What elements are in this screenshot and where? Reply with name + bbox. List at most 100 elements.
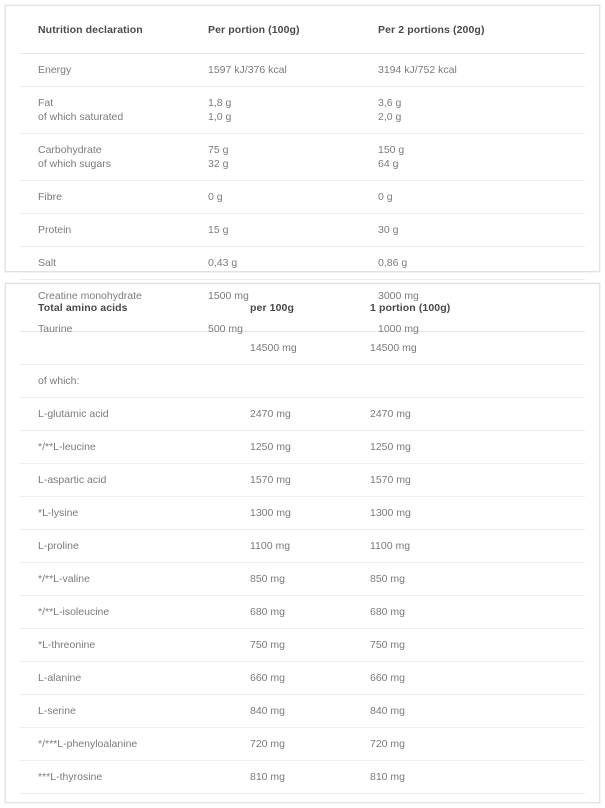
- amino-table-head: Total amino acids per 100g 1 portion (10…: [20, 284, 585, 332]
- amino-cell-label: *L-lysine: [20, 496, 250, 530]
- nutrition-cell-label-primary: Taurine: [38, 323, 73, 335]
- amino-header-row: Total amino acids per 100g 1 portion (10…: [20, 284, 585, 332]
- nutrition-cell-per-portion-primary: 1500 mg: [208, 290, 249, 302]
- table-row: L-serine 840 mg 840 mg: [20, 694, 585, 728]
- nutrition-cell-per-portion-secondary: 1,0 g: [208, 111, 232, 123]
- table-row: L-arginine350 mg350 mg: [20, 793, 585, 802]
- nutrition-cell-label: Energy: [20, 53, 208, 87]
- nutrition-cell-per-2-portions-primary: 0,86 g: [378, 257, 408, 269]
- amino-cell-per-portion: 1300 mg: [370, 496, 585, 530]
- amino-cell-per-portion: 660 mg: [370, 661, 585, 695]
- amino-cell-per-portion: 850 mg: [370, 562, 585, 596]
- amino-cell-label: [20, 331, 250, 365]
- nutrition-cell-label: Fat of which saturated: [20, 86, 208, 134]
- nutrition-cell-per-2-portions: 0,86 g: [378, 246, 585, 280]
- amino-cell-per-portion: 840 mg: [370, 694, 585, 728]
- nutrition-cell-per-2-portions: 3,6 g 2,0 g: [378, 86, 585, 134]
- nutrition-cell-per-portion-primary: 15 g: [208, 224, 229, 236]
- amino-cell-per-100g: 14500 mg: [250, 331, 370, 365]
- amino-cell-per-portion: 680 mg: [370, 595, 585, 629]
- nutrition-cell-label: Salt: [20, 246, 208, 280]
- nutrition-cell-per-portion-secondary: 32 g: [208, 158, 229, 170]
- amino-cell-label: */**L-isoleucine: [20, 595, 250, 629]
- nutrition-cell-per-portion: 0 g: [208, 180, 378, 214]
- nutrition-header-col2: Per portion (100g): [208, 6, 378, 54]
- amino-acids-card: Total amino acids per 100g 1 portion (10…: [5, 283, 600, 803]
- table-row: */***L-phenyloalanine 720 mg 720 mg: [20, 727, 585, 761]
- nutrition-cell-per-portion: 1,8 g 1,0 g: [208, 86, 378, 134]
- amino-cell-label: L-aspartic acid: [20, 463, 250, 497]
- nutrition-cell-per-2-portions-primary: 3000 mg: [378, 290, 419, 302]
- table-row: */**L-leucine 1250 mg 1250 mg: [20, 430, 585, 464]
- amino-cell-per-portion: 720 mg: [370, 727, 585, 761]
- table-row: */**L-valine 850 mg 850 mg: [20, 562, 585, 596]
- nutrition-cell-per-2-portions-secondary: 2,0 g: [378, 111, 402, 123]
- amino-cell-per-100g: 750 mg: [250, 628, 370, 662]
- nutrition-cell-per-2-portions: 30 g: [378, 213, 585, 247]
- table-row: *L-threonine 750 mg 750 mg: [20, 628, 585, 662]
- amino-header-col2: per 100g: [250, 284, 370, 332]
- amino-cell-per-100g: 660 mg: [250, 661, 370, 695]
- amino-cell-per-100g: 680 mg: [250, 595, 370, 629]
- card-separator: [5, 272, 600, 283]
- amino-cell-label: */***L-phenyloalanine: [20, 727, 250, 761]
- table-row: Fibre 0 g 0 g: [20, 180, 585, 214]
- nutrition-cell-per-2-portions: 0 g: [378, 180, 585, 214]
- table-row: *L-lysine 1300 mg 1300 mg: [20, 496, 585, 530]
- nutrition-cell-per-2-portions-primary: 3,6 g: [378, 97, 402, 109]
- amino-cell-per-100g: 2470 mg: [250, 397, 370, 431]
- amino-cell-label: */**L-valine: [20, 562, 250, 596]
- amino-cell-per-100g: 720 mg: [250, 727, 370, 761]
- nutrition-cell-per-portion: 15 g: [208, 213, 378, 247]
- amino-cell-per-portion: 1250 mg: [370, 430, 585, 464]
- amino-cell-per-portion: 810 mg: [370, 760, 585, 794]
- table-row: */**L-isoleucine 680 mg 680 mg: [20, 595, 585, 629]
- table-row: of which:: [20, 364, 585, 398]
- amino-cell-per-portion: 14500 mg: [370, 331, 585, 365]
- nutrition-cell-per-portion-primary: 0,43 g: [208, 257, 238, 269]
- nutrition-cell-per-portion: 0,43 g: [208, 246, 378, 280]
- amino-cell-label: *L-threonine: [20, 628, 250, 662]
- table-row: 14500 mg 14500 mg: [20, 331, 585, 365]
- table-row: L-glutamic acid 2470 mg 2470 mg: [20, 397, 585, 431]
- nutrition-cell-per-portion-primary: 75 g: [208, 144, 229, 156]
- amino-cell-label: L-glutamic acid: [20, 397, 250, 431]
- amino-cell-per-100g: 850 mg: [250, 562, 370, 596]
- nutrition-cell-per-2-portions: 150 g 64 g: [378, 133, 585, 181]
- nutrition-cell-per-2-portions-primary: 150 g: [378, 144, 405, 156]
- nutrition-cell-label-primary: Carbohydrate: [38, 144, 102, 156]
- table-row: ***L-thyrosine 810 mg 810 mg: [20, 760, 585, 794]
- amino-cell-per-100g: 1100 mg: [250, 529, 370, 563]
- amino-cell-per-100g: 350 mg: [250, 793, 370, 802]
- nutrition-header-col3: Per 2 portions (200g): [378, 6, 585, 54]
- nutrition-cell-per-portion: 75 g 32 g: [208, 133, 378, 181]
- amino-cell-label: ***L-thyrosine: [20, 760, 250, 794]
- amino-table-body: 14500 mg 14500 mg of which: L-glutamic aci…: [20, 331, 585, 802]
- table-row: Energy 1597 kJ/376 kcal 3194 kJ/752 kcal: [20, 53, 585, 87]
- nutrition-cell-per-portion-primary: 0 g: [208, 191, 223, 203]
- nutrition-cell-label-primary: Energy: [38, 64, 72, 76]
- nutrition-cell-per-2-portions-primary: 30 g: [378, 224, 399, 236]
- amino-cell-per-100g: 840 mg: [250, 694, 370, 728]
- nutrition-header-col1: Nutrition declaration: [20, 6, 208, 54]
- nutrition-cell-label-primary: Salt: [38, 257, 57, 269]
- table-row: L-proline 1100 mg 1100 mg: [20, 529, 585, 563]
- amino-cell-per-portion: 350 mg: [370, 793, 585, 802]
- table-row: Salt 0,43 g 0,86 g: [20, 246, 585, 280]
- amino-cell-label: L-proline: [20, 529, 250, 563]
- table-row: L-alanine 660 mg 660 mg: [20, 661, 585, 695]
- table-row: Carbohydrate of which sugars 75 g 32 g 150 g…: [20, 133, 585, 181]
- amino-cell-per-portion: 2470 mg: [370, 397, 585, 431]
- amino-cell-per-100g: 1250 mg: [250, 430, 370, 464]
- amino-cell-per-portion: [370, 364, 585, 398]
- nutrition-cell-label: Fibre: [20, 180, 208, 214]
- amino-cell-per-100g: 1300 mg: [250, 496, 370, 530]
- nutrition-cell-per-portion-primary: 500 mg: [208, 323, 244, 335]
- amino-header-col1: Total amino acids: [20, 284, 250, 332]
- nutrition-cell-per-2-portions-primary: 3194 kJ/752 kcal: [378, 64, 457, 76]
- nutrition-table-head: Nutrition declaration Per portion (100g)…: [20, 6, 585, 54]
- amino-cell-label: L-arginine: [20, 793, 250, 802]
- nutrition-cell-label: Protein: [20, 213, 208, 247]
- nutrition-header-row: Nutrition declaration Per portion (100g)…: [20, 6, 585, 54]
- nutrition-cell-per-portion-primary: 1,8 g: [208, 97, 232, 109]
